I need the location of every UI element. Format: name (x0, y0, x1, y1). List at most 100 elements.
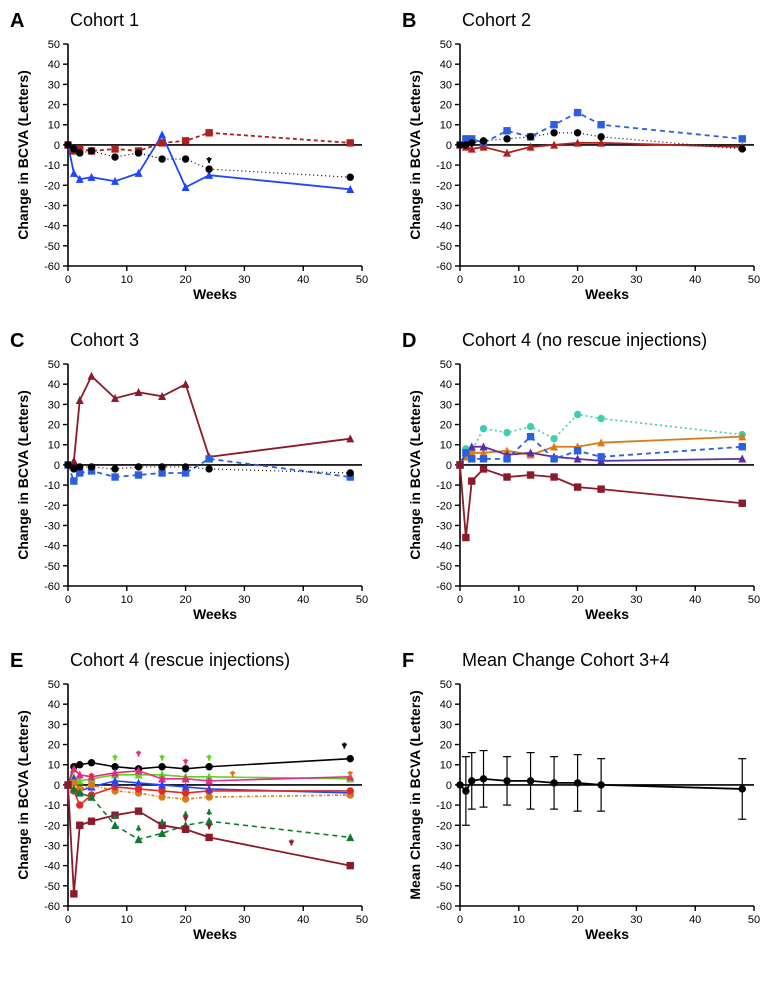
panel-label: D (402, 330, 416, 353)
chart-svg: -60-50-40-30-20-100102030405001020304050… (10, 650, 370, 950)
svg-text:30: 30 (630, 274, 642, 286)
svg-text:-10: -10 (436, 800, 452, 812)
svg-text:50: 50 (48, 39, 60, 51)
svg-text:-10: -10 (44, 800, 60, 812)
svg-text:40: 40 (48, 699, 60, 711)
svg-text:Change in BCVA (Letters): Change in BCVA (Letters) (407, 390, 423, 560)
chart-svg: -60-50-40-30-20-100102030405001020304050… (402, 330, 762, 630)
svg-text:-50: -50 (44, 241, 60, 253)
svg-text:10: 10 (48, 760, 60, 772)
svg-text:20: 20 (440, 740, 452, 752)
svg-text:0: 0 (446, 140, 452, 152)
svg-text:50: 50 (440, 679, 452, 691)
svg-text:-60: -60 (44, 581, 60, 593)
svg-text:Mean Change in BCVA (Letters): Mean Change in BCVA (Letters) (407, 690, 423, 899)
svg-text:-20: -20 (436, 500, 452, 512)
svg-text:-60: -60 (436, 581, 452, 593)
panel-title: Cohort 1 (70, 10, 139, 31)
svg-text:30: 30 (440, 399, 452, 411)
svg-text:-60: -60 (436, 901, 452, 913)
svg-text:0: 0 (65, 914, 71, 926)
svg-text:Weeks: Weeks (585, 926, 629, 942)
svg-text:10: 10 (48, 120, 60, 132)
chart-svg: -60-50-40-30-20-100102030405001020304050… (402, 650, 762, 950)
svg-text:-60: -60 (436, 261, 452, 273)
svg-text:30: 30 (48, 399, 60, 411)
svg-text:40: 40 (689, 914, 701, 926)
svg-text:50: 50 (356, 274, 368, 286)
svg-text:20: 20 (571, 274, 583, 286)
svg-text:20: 20 (571, 914, 583, 926)
svg-text:-30: -30 (44, 520, 60, 532)
svg-text:-40: -40 (436, 861, 452, 873)
svg-text:-20: -20 (44, 180, 60, 192)
svg-text:0: 0 (54, 780, 60, 792)
svg-text:-30: -30 (436, 520, 452, 532)
svg-text:-40: -40 (436, 221, 452, 233)
svg-text:30: 30 (630, 914, 642, 926)
svg-text:-60: -60 (44, 261, 60, 273)
svg-text:50: 50 (48, 359, 60, 371)
svg-text:30: 30 (238, 274, 250, 286)
chart-svg: -60-50-40-30-20-100102030405001020304050… (10, 10, 370, 310)
svg-text:20: 20 (179, 914, 191, 926)
svg-text:30: 30 (48, 79, 60, 91)
svg-text:0: 0 (457, 274, 463, 286)
svg-text:0: 0 (457, 914, 463, 926)
svg-text:20: 20 (48, 420, 60, 432)
svg-text:10: 10 (513, 914, 525, 926)
svg-text:40: 40 (48, 379, 60, 391)
svg-text:-50: -50 (436, 561, 452, 573)
svg-text:10: 10 (121, 594, 133, 606)
panel-label: B (402, 10, 416, 33)
svg-text:-30: -30 (44, 200, 60, 212)
panel-E: ECohort 4 (rescue injections)-60-50-40-3… (10, 650, 378, 950)
svg-text:10: 10 (121, 914, 133, 926)
svg-text:0: 0 (446, 780, 452, 792)
svg-text:40: 40 (48, 59, 60, 71)
svg-text:50: 50 (356, 914, 368, 926)
chart-svg: -60-50-40-30-20-100102030405001020304050… (402, 10, 762, 310)
svg-text:-50: -50 (436, 881, 452, 893)
svg-text:Weeks: Weeks (193, 286, 237, 302)
svg-text:0: 0 (65, 274, 71, 286)
panel-title: Cohort 2 (462, 10, 531, 31)
svg-text:Weeks: Weeks (585, 286, 629, 302)
svg-text:30: 30 (238, 914, 250, 926)
panel-C: CCohort 3-60-50-40-30-20-100102030405001… (10, 330, 378, 630)
svg-text:20: 20 (179, 594, 191, 606)
svg-text:40: 40 (440, 379, 452, 391)
svg-text:50: 50 (748, 914, 760, 926)
svg-text:-10: -10 (44, 480, 60, 492)
svg-text:40: 40 (297, 594, 309, 606)
svg-text:-40: -40 (436, 541, 452, 553)
svg-text:Change in BCVA (Letters): Change in BCVA (Letters) (15, 70, 31, 240)
svg-text:-40: -40 (44, 541, 60, 553)
svg-text:10: 10 (48, 440, 60, 452)
svg-text:-10: -10 (44, 160, 60, 172)
svg-text:50: 50 (440, 39, 452, 51)
svg-text:40: 40 (440, 59, 452, 71)
svg-text:10: 10 (440, 120, 452, 132)
svg-text:40: 40 (440, 699, 452, 711)
svg-text:30: 30 (440, 79, 452, 91)
svg-text:0: 0 (54, 140, 60, 152)
chart-svg: -60-50-40-30-20-100102030405001020304050… (10, 330, 370, 630)
svg-text:-30: -30 (44, 840, 60, 852)
svg-text:0: 0 (457, 594, 463, 606)
svg-text:-50: -50 (44, 881, 60, 893)
svg-text:-20: -20 (44, 820, 60, 832)
svg-text:Change in BCVA (Letters): Change in BCVA (Letters) (407, 70, 423, 240)
svg-text:-10: -10 (436, 160, 452, 172)
panel-label: E (10, 650, 23, 673)
svg-text:20: 20 (571, 594, 583, 606)
svg-text:0: 0 (446, 460, 452, 472)
panel-B: BCohort 2-60-50-40-30-20-100102030405001… (402, 10, 770, 310)
svg-text:50: 50 (48, 679, 60, 691)
svg-text:30: 30 (440, 719, 452, 731)
svg-text:40: 40 (689, 594, 701, 606)
svg-text:20: 20 (179, 274, 191, 286)
svg-text:50: 50 (748, 594, 760, 606)
svg-text:10: 10 (440, 440, 452, 452)
svg-text:30: 30 (48, 719, 60, 731)
